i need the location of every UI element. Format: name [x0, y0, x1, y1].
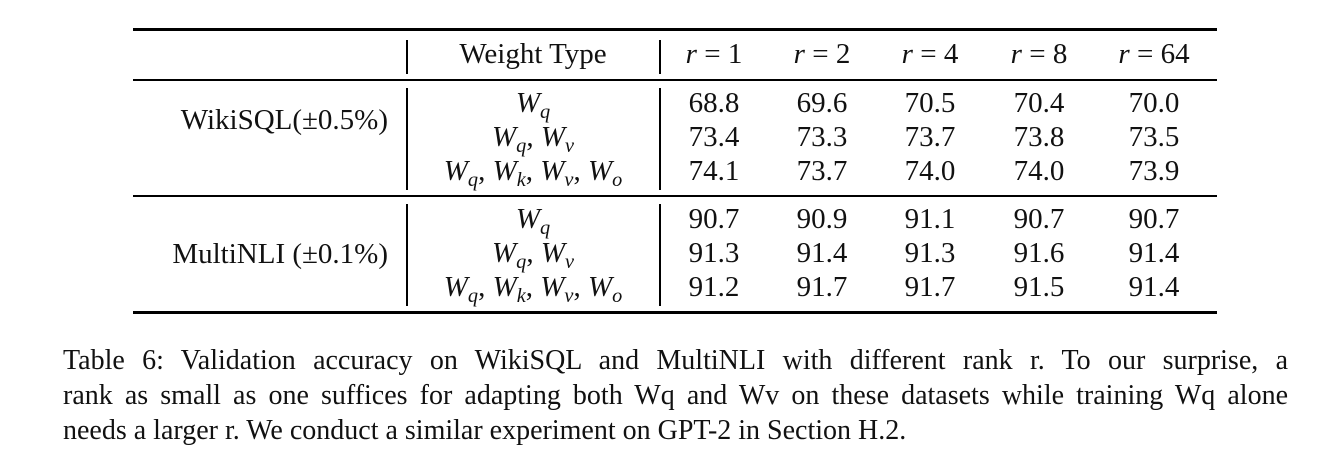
value-cell: 91.6: [1013, 237, 1065, 269]
group1-separator-left: [406, 88, 408, 190]
group2-separator-left: [406, 204, 408, 306]
value-cell: 70.5: [904, 87, 956, 119]
table-caption: Table 6: Validation accuracy on WikiSQL …: [63, 343, 1288, 448]
value-cell: 90.7: [1128, 203, 1180, 235]
header-separator-left: [406, 40, 408, 74]
value-cell: 91.7: [796, 271, 848, 303]
value-cell: 74.0: [904, 155, 956, 187]
value-cell: 91.1: [904, 203, 956, 235]
header-separator-right: [659, 40, 661, 74]
value-cell: 73.4: [688, 121, 740, 153]
value-cell: 74.0: [1013, 155, 1065, 187]
value-cell: 90.7: [688, 203, 740, 235]
value-cell: 91.7: [904, 271, 956, 303]
table-top-rule: [133, 28, 1217, 31]
weight-cell-wq: Wq: [515, 203, 551, 240]
value-cell: 91.4: [1128, 237, 1180, 269]
caption-line-1: Table 6: Validation accuracy on WikiSQL …: [63, 345, 1288, 376]
caption-line-2: rank as small as one suffices for adapti…: [63, 380, 1288, 411]
value-cell: 91.5: [1013, 271, 1065, 303]
group-label-multinli: MultiNLI (±0.1%): [172, 238, 388, 270]
value-cell: 90.7: [1013, 203, 1065, 235]
value-cell: 70.0: [1128, 87, 1180, 119]
header-weight-type: Weight Type: [459, 38, 607, 70]
group-label-wikisql: WikiSQL(±0.5%): [180, 104, 388, 136]
weight-cell-wq-wv: Wq, Wv: [492, 121, 574, 158]
value-cell: 73.7: [904, 121, 956, 153]
table-bottom-rule: [133, 311, 1217, 314]
value-cell: 69.6: [796, 87, 848, 119]
value-cell: 91.3: [688, 237, 740, 269]
caption-line-3: needs a larger r. We conduct a similar e…: [63, 415, 907, 446]
header-rule: [133, 79, 1217, 81]
value-cell: 74.1: [688, 155, 740, 187]
value-cell: 68.8: [688, 87, 740, 119]
header-rank-2: r = 2: [793, 38, 851, 70]
value-cell: 73.8: [1013, 121, 1065, 153]
value-cell: 91.4: [1128, 271, 1180, 303]
header-rank-1: r = 1: [685, 38, 743, 70]
header-rank-8: r = 8: [1010, 38, 1068, 70]
header-rank-4: r = 4: [901, 38, 959, 70]
value-cell: 70.4: [1013, 87, 1065, 119]
value-cell: 91.4: [796, 237, 848, 269]
value-cell: 73.5: [1128, 121, 1180, 153]
group2-separator-right: [659, 204, 661, 306]
group1-separator-right: [659, 88, 661, 190]
value-cell: 91.3: [904, 237, 956, 269]
weight-cell-wq-wk-wv-wo: Wq, Wk, Wv, Wo: [443, 271, 623, 308]
weight-cell-wq-wk-wv-wo: Wq, Wk, Wv, Wo: [443, 155, 623, 192]
value-cell: 91.2: [688, 271, 740, 303]
header-rank-64: r = 64: [1118, 38, 1190, 70]
value-cell: 90.9: [796, 203, 848, 235]
weight-cell-wq-wv: Wq, Wv: [492, 237, 574, 274]
group-divider-rule: [133, 195, 1217, 197]
value-cell: 73.3: [796, 121, 848, 153]
value-cell: 73.7: [796, 155, 848, 187]
weight-cell-wq: Wq: [515, 87, 551, 124]
value-cell: 73.9: [1128, 155, 1180, 187]
